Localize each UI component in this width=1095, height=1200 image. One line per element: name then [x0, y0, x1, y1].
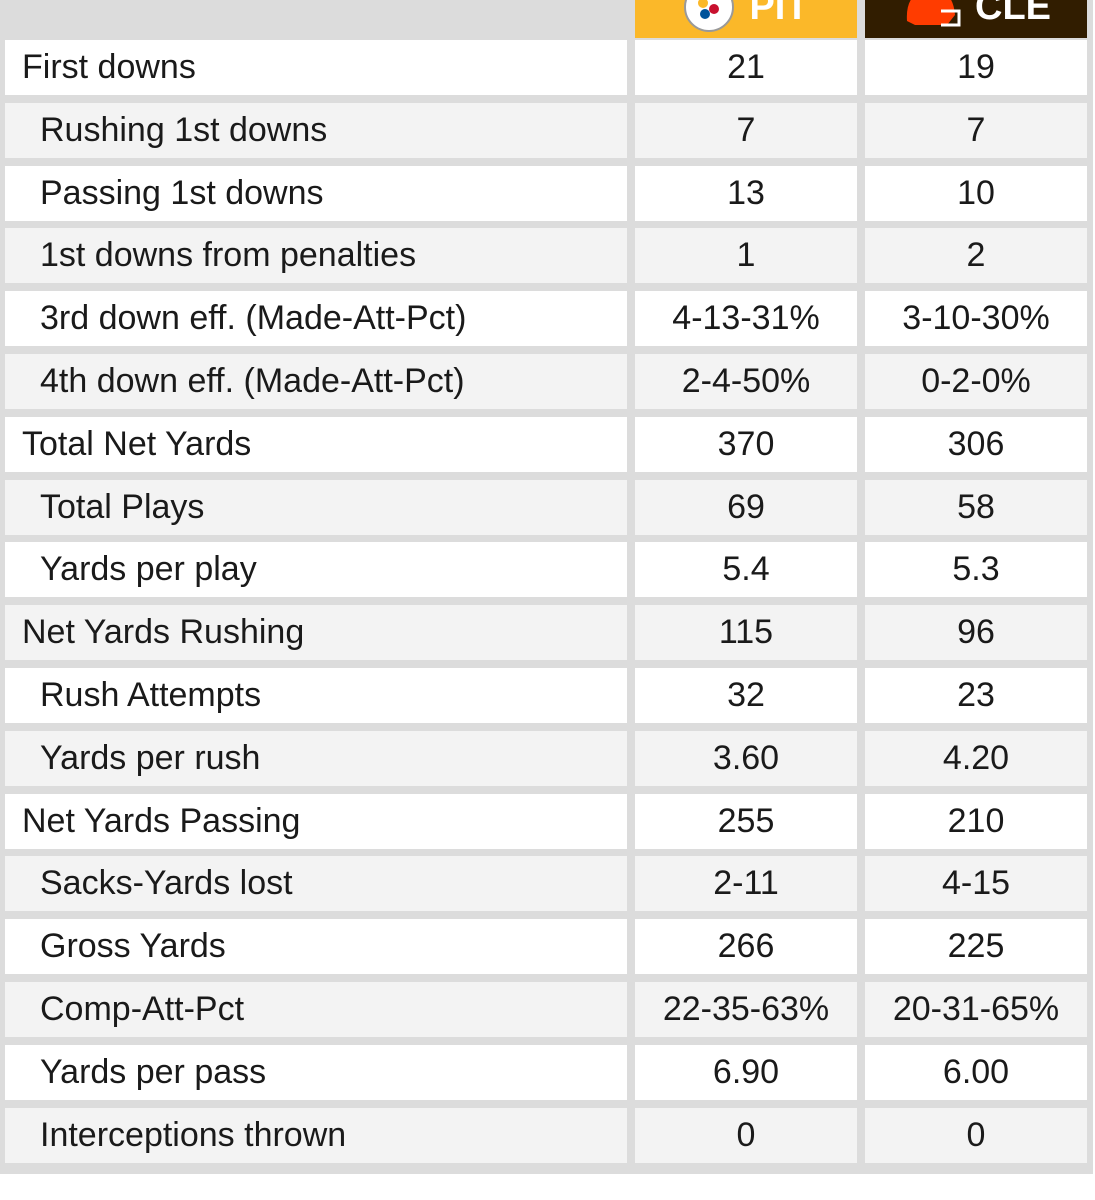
team-value: 23 [865, 668, 1087, 723]
row-label: Sacks-Yards lost [5, 856, 627, 912]
team-value: 22-35-63% [635, 982, 857, 1037]
team-value: 7 [635, 102, 857, 158]
team-value: 58 [865, 479, 1087, 535]
team-value: 4-13-31% [635, 291, 857, 347]
team-value: 2-4-50% [635, 354, 857, 409]
team-value: 20-31-65% [865, 982, 1087, 1037]
row-label: Net Yards Passing [5, 793, 627, 849]
row-label: Net Yards Rushing [5, 605, 627, 661]
team-value: 96 [865, 605, 1087, 661]
team-value: 7 [865, 102, 1087, 158]
team-value: 0-2-0% [865, 354, 1087, 409]
row-label: Yards per play [5, 542, 627, 598]
row-label: Yards per rush [5, 730, 627, 786]
team-value: 3-10-30% [865, 291, 1087, 347]
team-name: CLE [975, 0, 1051, 28]
team-value: 210 [865, 793, 1087, 849]
row-label: Gross Yards [5, 919, 627, 975]
team-value: 306 [865, 416, 1087, 472]
team-value: 69 [635, 479, 857, 535]
row-label: 4th down eff. (Made-Att-Pct) [5, 354, 627, 409]
team-value: 3.60 [635, 730, 857, 786]
team-logo [906, 0, 961, 27]
row-label: Yards per pass [5, 1044, 627, 1100]
row-label: Total Net Yards [5, 416, 627, 472]
team-value: 255 [635, 793, 857, 849]
row-label: Comp-Att-Pct [5, 982, 627, 1037]
team-value: 13 [635, 165, 857, 221]
team-value: 19 [865, 40, 1087, 95]
team-value: 6.90 [635, 1044, 857, 1100]
row-label: First downs [5, 40, 627, 95]
team-value: 0 [635, 1107, 857, 1163]
team-value: 5.4 [635, 542, 857, 598]
team-value: 6.00 [865, 1044, 1087, 1100]
team-value: 225 [865, 919, 1087, 975]
team-value: 266 [635, 919, 857, 975]
team-value: 5.3 [865, 542, 1087, 598]
team-value: 115 [635, 605, 857, 661]
team-logo [684, 0, 735, 32]
team-value: 2-11 [635, 856, 857, 912]
team-value: 32 [635, 668, 857, 723]
team-value: 0 [865, 1107, 1087, 1163]
row-label: Rushing 1st downs [5, 102, 627, 158]
row-label: 3rd down eff. (Made-Att-Pct) [5, 291, 627, 347]
team-value: 10 [865, 165, 1087, 221]
row-label: Total Plays [5, 479, 627, 535]
team-value: 4-15 [865, 856, 1087, 912]
team-header: PIT [635, 0, 857, 38]
team-value: 1 [635, 228, 857, 284]
team-value: 2 [865, 228, 1087, 284]
team-value: 21 [635, 40, 857, 95]
row-label: 1st downs from penalties [5, 228, 627, 284]
row-label: Interceptions thrown [5, 1107, 627, 1163]
row-label: Passing 1st downs [5, 165, 627, 221]
team-header: CLE [865, 0, 1087, 38]
team-value: 370 [635, 416, 857, 472]
row-label: Rush Attempts [5, 668, 627, 723]
team-value: 4.20 [865, 730, 1087, 786]
team-name: PIT [749, 0, 809, 28]
